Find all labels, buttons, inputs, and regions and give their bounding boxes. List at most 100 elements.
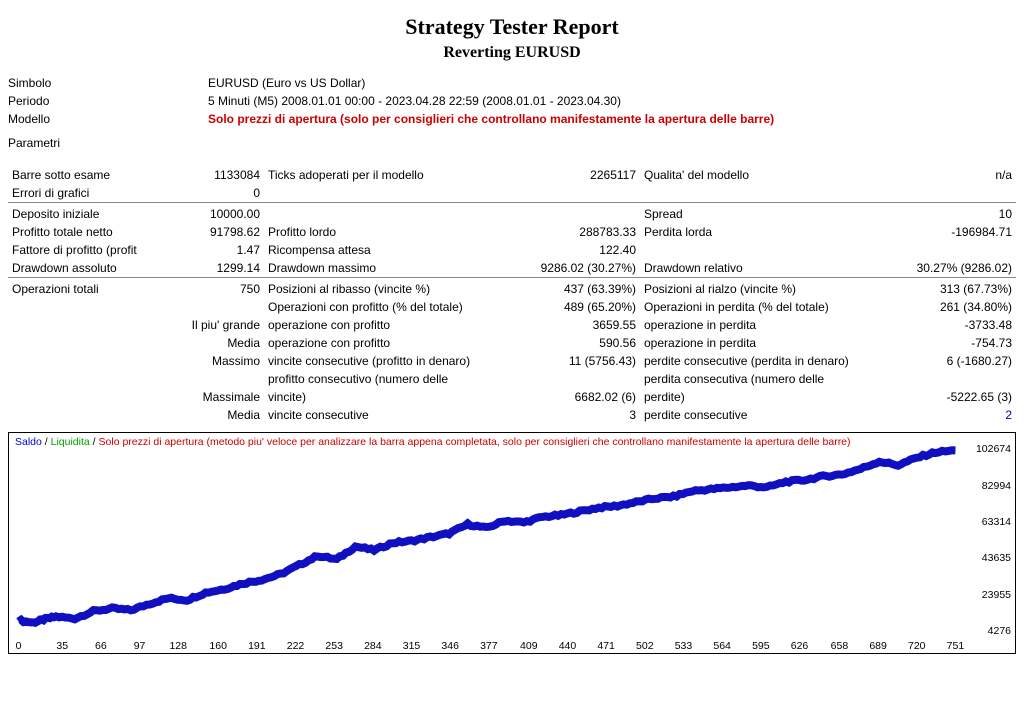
cell-label: Ricompensa attesa (264, 241, 512, 259)
x-tick-label: 377 (480, 640, 498, 652)
cell-value: 30.27% (9286.02) (888, 259, 1016, 278)
x-tick-label: 595 (752, 640, 770, 652)
cell-label (8, 298, 166, 316)
x-tick-label: 128 (169, 640, 187, 652)
table-row: Il piu' grandeoperazione con profitto365… (8, 316, 1016, 334)
cell-value: 3659.55 (512, 316, 640, 334)
cell-value: 288783.33 (512, 223, 640, 241)
table-row: Massimalevincite)6682.02 (6)perdite)-522… (8, 388, 1016, 406)
cell-label: Operazioni in perdita (% del totale) (640, 298, 888, 316)
cell-label: operazione in perdita (640, 334, 888, 352)
cell-label: operazione con profitto (264, 334, 512, 352)
cell-label: Barre sotto esame (8, 166, 166, 184)
meta-periodo-value: 5 Minuti (M5) 2008.01.01 00:00 - 2023.04… (208, 94, 1016, 108)
table-row: Mediaoperazione con profitto590.56operaz… (8, 334, 1016, 352)
cell-label: perdite consecutive (640, 406, 888, 424)
cell-label: Operazioni totali (8, 278, 166, 299)
cell-value: 2265117 (512, 166, 640, 184)
cell-label: operazione in perdita (640, 316, 888, 334)
x-tick-label: 160 (209, 640, 227, 652)
cell-value: Massimale (166, 388, 264, 406)
x-tick-label: 284 (364, 640, 382, 652)
x-tick-label: 533 (675, 640, 693, 652)
chart-y-axis: 427623955436356331482994102674 (967, 433, 1013, 635)
table-row: profitto consecutivo (numero delleperdit… (8, 370, 1016, 388)
cell-label: Fattore di profitto (profit (8, 241, 166, 259)
y-tick-label: 23955 (982, 589, 1011, 601)
cell-value (512, 184, 640, 203)
x-tick-label: 97 (134, 640, 146, 652)
cell-value: 313 (67.73%) (888, 278, 1016, 299)
cell-value: 750 (166, 278, 264, 299)
cell-label: Drawdown relativo (640, 259, 888, 278)
cell-label: Qualita' del modello (640, 166, 888, 184)
x-tick-label: 315 (403, 640, 421, 652)
cell-label: Ticks adoperati per il modello (264, 166, 512, 184)
cell-value: 1299.14 (166, 259, 264, 278)
cell-value: Il piu' grande (166, 316, 264, 334)
meta-simbolo-value: EURUSD (Euro vs US Dollar) (208, 76, 1016, 90)
cell-value (888, 241, 1016, 259)
equity-chart: Saldo / Liquidita / Solo prezzi di apert… (8, 432, 1016, 654)
cell-value: -754.73 (888, 334, 1016, 352)
cell-label (264, 203, 512, 224)
cell-label: vincite consecutive (profitto in denaro) (264, 352, 512, 370)
cell-value: 10 (888, 203, 1016, 224)
x-tick-label: 191 (248, 640, 266, 652)
cell-value: 11 (5756.43) (512, 352, 640, 370)
cell-label: perdita consecutiva (numero delle (640, 370, 888, 388)
cell-value: 91798.62 (166, 223, 264, 241)
cell-label (8, 388, 166, 406)
cell-value (166, 370, 264, 388)
x-tick-label: 471 (597, 640, 615, 652)
cell-value: Media (166, 334, 264, 352)
cell-label (8, 316, 166, 334)
table-row: Massimovincite consecutive (profitto in … (8, 352, 1016, 370)
cell-label: perdite) (640, 388, 888, 406)
cell-value (512, 370, 640, 388)
x-tick-label: 626 (791, 640, 809, 652)
report-subtitle: Reverting EURUSD (8, 44, 1016, 62)
cell-label: Operazioni con profitto (% del totale) (264, 298, 512, 316)
cell-value: Massimo (166, 352, 264, 370)
x-tick-label: 346 (441, 640, 459, 652)
cell-value: n/a (888, 166, 1016, 184)
cell-label: vincite consecutive (264, 406, 512, 424)
cell-value: -3733.48 (888, 316, 1016, 334)
cell-value: 3 (512, 406, 640, 424)
cell-value: 2 (888, 406, 1016, 424)
table-row: Operazioni con profitto (% del totale)48… (8, 298, 1016, 316)
x-tick-label: 658 (831, 640, 849, 652)
chart-x-axis: 0356697128160191222253284315346377409440… (9, 637, 965, 653)
cell-value (888, 184, 1016, 203)
cell-label: operazione con profitto (264, 316, 512, 334)
stats-table: Barre sotto esame1133084Ticks adoperati … (8, 166, 1016, 424)
x-tick-label: 440 (559, 640, 577, 652)
y-tick-label: 43635 (982, 552, 1011, 564)
cell-value: 6682.02 (6) (512, 388, 640, 406)
report-title: Strategy Tester Report (8, 14, 1016, 40)
cell-value: -5222.65 (3) (888, 388, 1016, 406)
y-tick-label: 4276 (988, 625, 1011, 637)
y-tick-label: 102674 (976, 443, 1011, 455)
cell-value: 0 (166, 184, 264, 203)
cell-label: vincite) (264, 388, 512, 406)
y-tick-label: 82994 (982, 480, 1011, 492)
cell-label: Posizioni al ribasso (vincite %) (264, 278, 512, 299)
cell-label: Posizioni al rialzo (vincite %) (640, 278, 888, 299)
cell-label (8, 370, 166, 388)
table-row: Operazioni totali750Posizioni al ribasso… (8, 278, 1016, 299)
cell-label: Perdita lorda (640, 223, 888, 241)
cell-value: 1133084 (166, 166, 264, 184)
cell-label: Errori di grafici (8, 184, 166, 203)
table-row: Profitto totale netto91798.62Profitto lo… (8, 223, 1016, 241)
cell-label: Deposito iniziale (8, 203, 166, 224)
cell-label: perdite consecutive (perdita in denaro) (640, 352, 888, 370)
x-tick-label: 66 (95, 640, 107, 652)
cell-value: 489 (65.20%) (512, 298, 640, 316)
cell-label (8, 352, 166, 370)
x-tick-label: 222 (287, 640, 305, 652)
table-row: Mediavincite consecutive3perdite consecu… (8, 406, 1016, 424)
x-tick-label: 720 (908, 640, 926, 652)
cell-label: Profitto totale netto (8, 223, 166, 241)
